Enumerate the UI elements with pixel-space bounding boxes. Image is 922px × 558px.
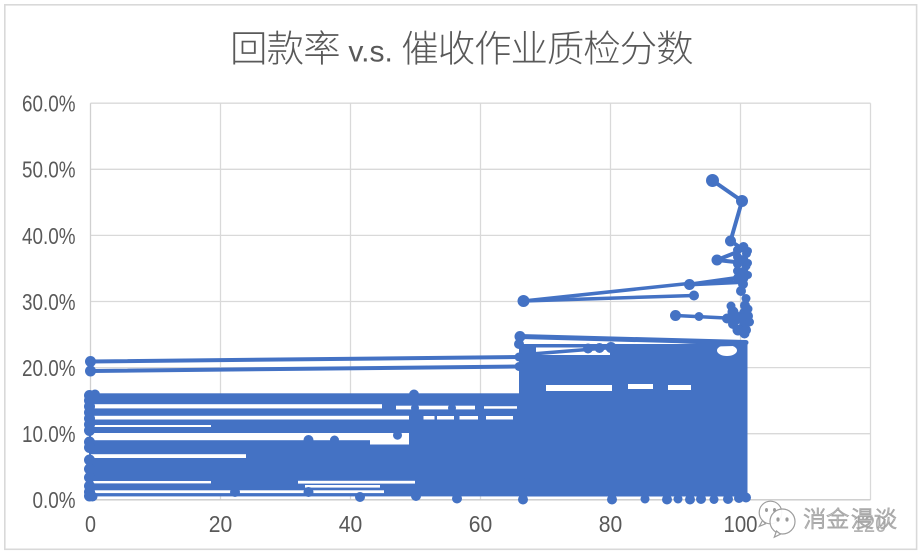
svg-text:30.0%: 30.0% (22, 289, 76, 315)
svg-text:0.0%: 0.0% (33, 487, 76, 513)
svg-text:v.s.: v.s. (348, 36, 392, 69)
svg-text:10.0%: 10.0% (22, 421, 76, 447)
svg-text:0: 0 (85, 511, 96, 537)
svg-text:40.0%: 40.0% (22, 223, 76, 249)
svg-text:100: 100 (724, 511, 758, 537)
svg-text:40: 40 (339, 511, 363, 537)
svg-text:20: 20 (209, 511, 233, 537)
svg-text:80: 80 (599, 511, 623, 537)
svg-text:60: 60 (469, 511, 493, 537)
svg-text:20.0%: 20.0% (22, 355, 76, 381)
svg-text:60.0%: 60.0% (22, 91, 76, 117)
svg-text:50.0%: 50.0% (22, 157, 76, 183)
